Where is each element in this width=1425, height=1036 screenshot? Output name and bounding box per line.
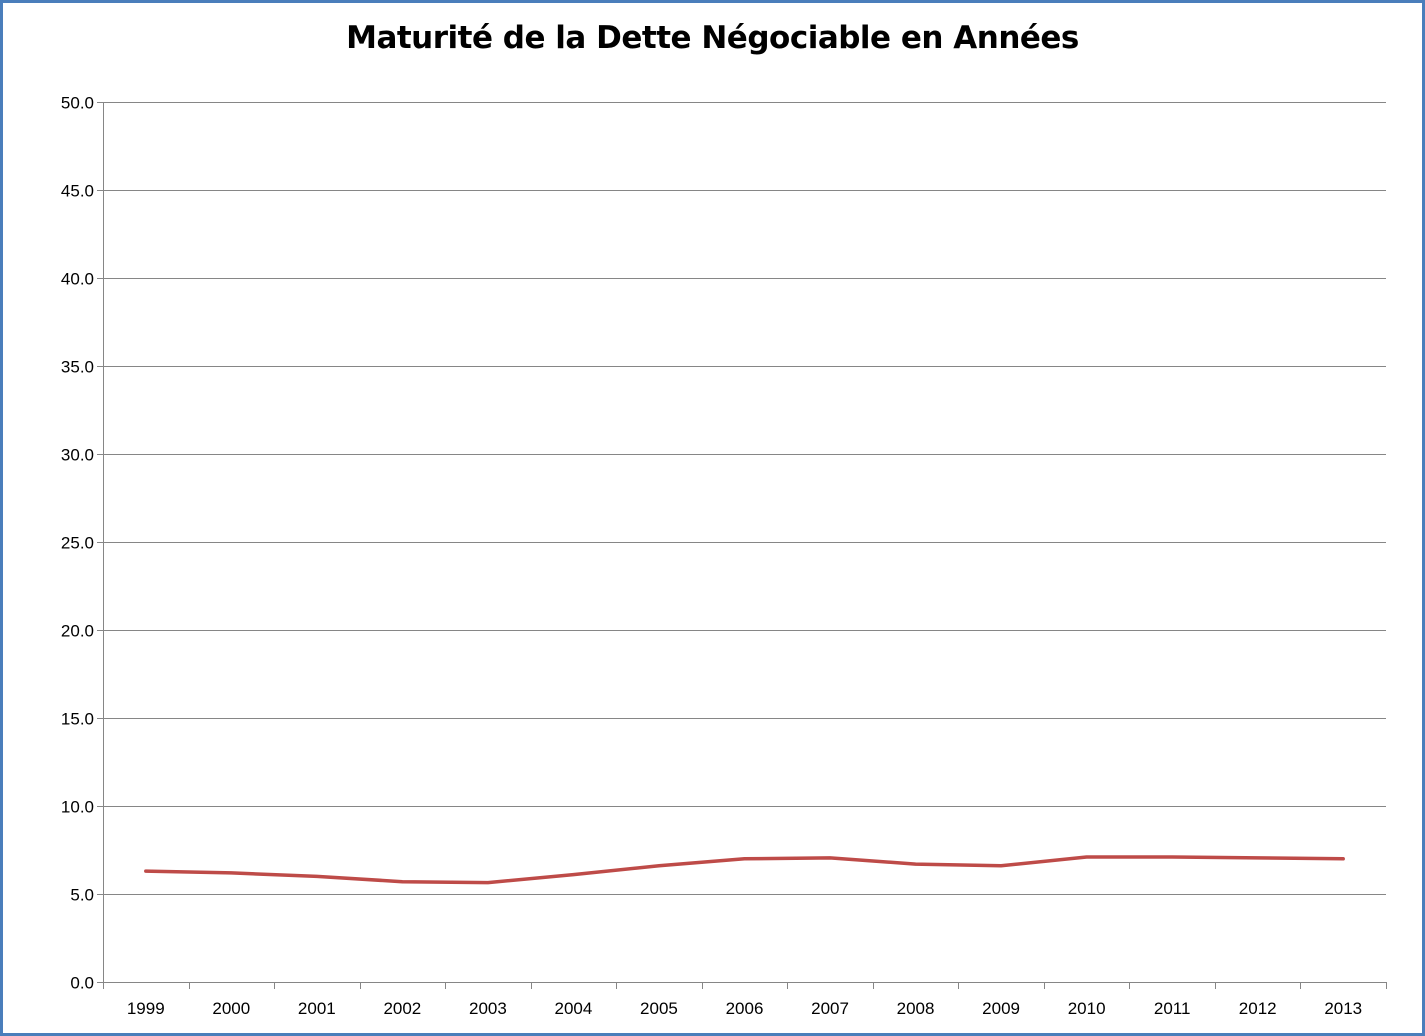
x-tick-label: 2002	[383, 999, 421, 1018]
y-tick-label: 45.0	[61, 182, 94, 201]
y-tick-label: 25.0	[61, 534, 94, 553]
y-tick-label: 40.0	[61, 270, 94, 289]
axes	[97, 102, 1386, 988]
x-tick-label: 2012	[1239, 999, 1277, 1018]
x-tick-label: 2004	[555, 999, 593, 1018]
y-tick-label: 15.0	[61, 710, 94, 729]
x-tick-label: 1999	[127, 999, 165, 1018]
series-line	[144, 855, 1345, 885]
x-tick-label: 2007	[811, 999, 849, 1018]
y-axis-ticks: 0.0 5.0 10.0 15.0 20.0 25.0 30.0 35.0 40.0 45.0 50…	[61, 94, 103, 993]
gridlines	[103, 102, 1386, 895]
chart-title: Maturité de la Dette Négociable en Année…	[346, 20, 1079, 56]
y-tick-label: 5.0	[70, 886, 94, 905]
x-tick-label: 2000	[212, 999, 250, 1018]
series-group	[144, 855, 1345, 885]
y-tick-label: 50.0	[61, 94, 94, 113]
x-tick-label: 2001	[298, 999, 336, 1018]
x-tick-label: 2009	[982, 999, 1020, 1018]
x-axis-ticks: 1999 2000 2001 2002 2003 2004 2005 2006 2007 2008…	[103, 982, 1387, 1018]
x-tick-label: 2005	[640, 999, 678, 1018]
x-tick-label: 2011	[1154, 999, 1191, 1018]
x-tick-label: 2003	[469, 999, 507, 1018]
y-tick-label: 10.0	[61, 798, 94, 817]
y-tick-label: 20.0	[61, 622, 94, 641]
x-tick-label: 2013	[1324, 999, 1362, 1018]
x-tick-label: 2008	[897, 999, 935, 1018]
y-tick-label: 35.0	[61, 358, 94, 377]
y-tick-label: 0.0	[70, 974, 94, 993]
y-tick-label: 30.0	[61, 446, 94, 465]
x-tick-label: 2010	[1068, 999, 1106, 1018]
x-tick-label: 2006	[726, 999, 764, 1018]
